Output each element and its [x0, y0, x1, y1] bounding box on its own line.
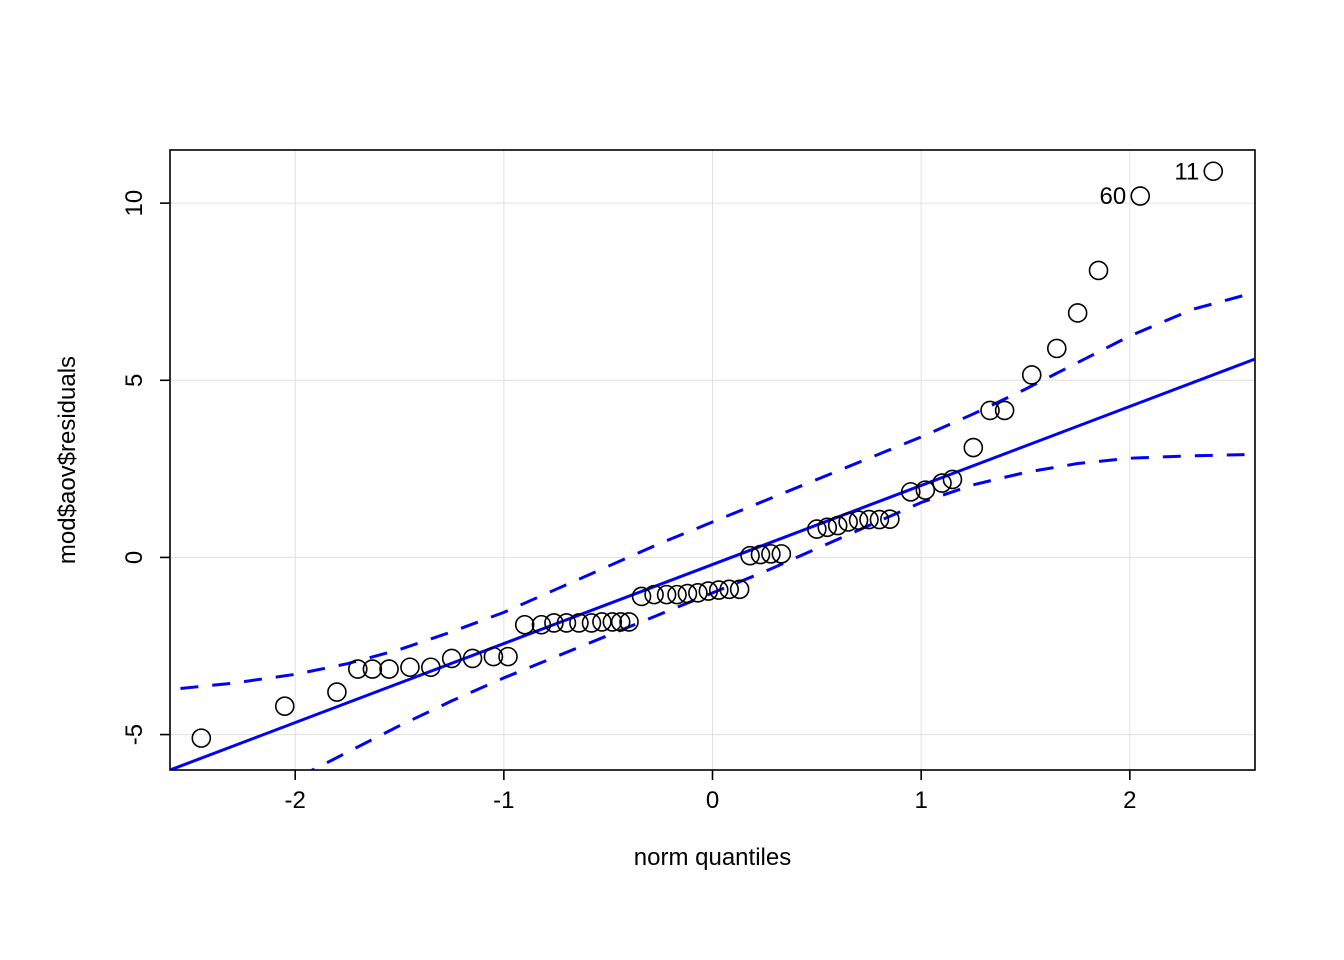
y-tick-label: 5 — [121, 374, 148, 387]
y-tick-label: 10 — [121, 190, 148, 217]
x-tick-label: 1 — [914, 787, 927, 814]
point-label: 11 — [1174, 158, 1199, 185]
y-axis-label: mod$aov$residuals — [54, 356, 81, 564]
x-tick-label: 0 — [706, 787, 719, 814]
y-tick-label: -5 — [121, 724, 148, 745]
point-label: 60 — [1100, 183, 1127, 210]
x-tick-label: -1 — [493, 787, 514, 814]
qq-plot: 60 11 -2 -1 0 1 2 -5 0 5 10 norm quantiles mod$aov$r… — [0, 0, 1344, 960]
y-tick-label: 0 — [121, 551, 148, 564]
x-axis-label: norm quantiles — [634, 844, 791, 871]
x-tick-label: 2 — [1123, 787, 1136, 814]
x-tick-label: -2 — [285, 787, 306, 814]
